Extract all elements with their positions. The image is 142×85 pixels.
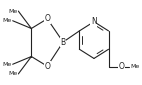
Text: Me: Me	[8, 9, 17, 14]
Text: O: O	[44, 62, 50, 71]
Text: Me: Me	[8, 71, 17, 76]
Text: B: B	[61, 37, 66, 46]
Text: O: O	[119, 62, 125, 71]
Text: O: O	[44, 14, 50, 23]
Text: Me: Me	[3, 18, 12, 23]
Text: Me: Me	[3, 62, 12, 67]
Text: N: N	[91, 17, 97, 26]
Text: Me: Me	[130, 64, 139, 69]
